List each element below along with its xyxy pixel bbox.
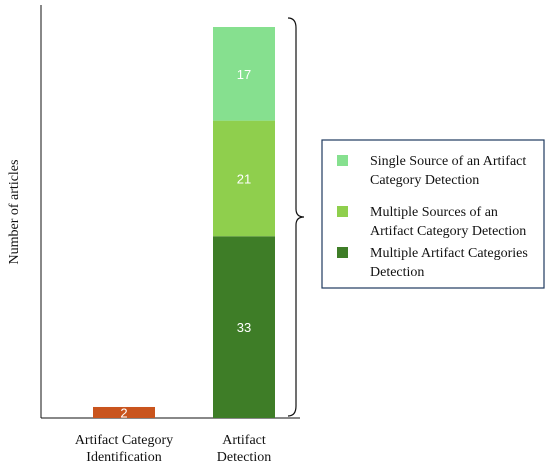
bar-segment <box>93 406 155 418</box>
legend-label: Artifact Category Detection <box>370 224 526 239</box>
legend: Single Source of an Artifact Category Det… <box>321 139 545 289</box>
bar-value-label: 21 <box>237 171 251 186</box>
bar-value-label: 33 <box>237 320 251 335</box>
legend-label: Multiple Sources of an <box>370 205 498 220</box>
legend-swatch <box>337 247 348 258</box>
bar-value-label: 2 <box>120 405 127 420</box>
legend-swatch <box>337 206 348 217</box>
legend-label: Single Source of an Artifact <box>370 154 526 169</box>
bar-segment <box>213 236 275 418</box>
x-tick-label: Identification <box>86 450 161 465</box>
x-tick-labels: Artifact Category Identification Artifact D… <box>75 433 271 465</box>
legend-box <box>321 139 545 289</box>
bar-segment <box>213 27 275 121</box>
legend-label: Detection <box>370 265 424 280</box>
x-tick-label: Detection <box>217 450 271 465</box>
legend-label: Multiple Artifact Categories <box>370 246 528 261</box>
legend-swatch <box>337 155 348 166</box>
bar-value-label: 17 <box>237 67 251 82</box>
legend-label: Category Detection <box>370 173 479 188</box>
y-axis-label: Number of articles <box>7 160 22 265</box>
x-tick-label: Artifact <box>222 433 266 448</box>
x-tick-label: Artifact Category <box>75 433 173 448</box>
group-brace <box>287 17 305 417</box>
bar-segment <box>213 120 275 237</box>
bars: 2 33 21 17 <box>93 27 275 420</box>
